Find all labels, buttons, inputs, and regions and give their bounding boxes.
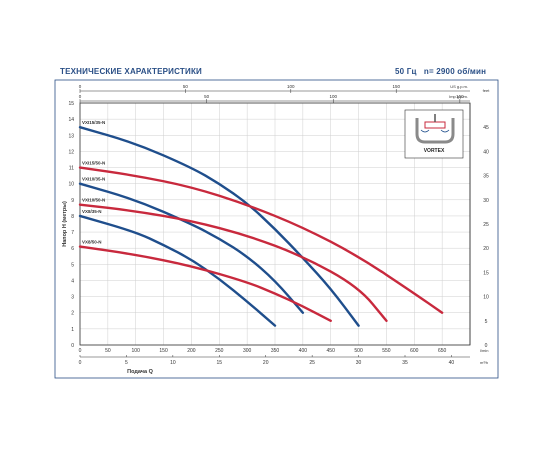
x-tick-label-m3h: 25 (309, 360, 315, 366)
x-tick-label-lmin: 50 (105, 348, 111, 354)
y-right-tick-label: 25 (483, 222, 489, 228)
series-label: VXI15/50-N (82, 161, 105, 166)
x-tick-label-lmin: 650 (438, 348, 447, 354)
x-tick-label-m3h: 5 (125, 360, 128, 366)
y-tick-label: 5 (71, 262, 74, 268)
x-unit-label-m3h: m³/h (480, 360, 488, 365)
x-axis-title: Подача Q (127, 369, 153, 375)
chart-title: ТЕХНИЧЕСКИЕ ХАРАКТЕРИСТИКИ (60, 67, 202, 76)
y-right-tick-label: 15 (483, 270, 489, 276)
y-right-tick-label: 40 (483, 149, 489, 155)
y-right-tick-label: 0 (485, 343, 488, 349)
y-axis-title: Напор H (метры) (62, 201, 68, 247)
y-tick-label: 13 (68, 133, 74, 139)
series-line (78, 245, 332, 322)
y-right-tick-label: 35 (483, 174, 489, 180)
x-tick-label-lmin: 350 (271, 348, 280, 354)
x-axis-usgpm-unit-label: US g.p.m. (450, 84, 468, 89)
flow-arrow-icon (420, 129, 450, 133)
vortex-impeller-icon (415, 118, 455, 144)
x-axis-impgpm-tick-label: 100 (329, 94, 337, 99)
x-tick-label-m3h: 10 (170, 360, 176, 366)
x-tick-label-lmin: 0 (79, 348, 82, 354)
y-tick-label: 8 (71, 214, 74, 220)
x-unit-label-lmin: l/min (480, 348, 488, 353)
y-right-tick-label: 45 (483, 125, 489, 131)
x-tick-label-lmin: 550 (382, 348, 391, 354)
y-tick-label: 4 (71, 278, 74, 284)
y-right-tick-label: 10 (483, 295, 489, 301)
y-tick-label: 1 (71, 327, 74, 333)
x-tick-label-m3h: 35 (402, 360, 408, 366)
y-right-tick-label: 20 (483, 246, 489, 252)
x-tick-label-m3h: 0 (79, 360, 82, 366)
x-tick-label-lmin: 300 (243, 348, 252, 354)
y-tick-label: 7 (71, 230, 74, 236)
x-tick-label-m3h: 20 (263, 360, 269, 366)
x-tick-label-lmin: 150 (159, 348, 168, 354)
y-tick-label: 15 (68, 101, 74, 107)
y-tick-label: 3 (71, 295, 74, 301)
series-label: VX8/50-N (82, 240, 102, 245)
y-tick-label: 10 (68, 182, 74, 188)
x-axis-usgpm-tick-label: 50 (183, 84, 189, 89)
series-label: VXI15/35-N (82, 120, 105, 125)
x-tick-label-m3h: 40 (449, 360, 455, 366)
x-axis-impgpm-unit-label: Imp g.p.m. (449, 94, 468, 99)
x-tick-label-lmin: 400 (299, 348, 308, 354)
x-tick-label-lmin: 100 (132, 348, 141, 354)
x-axis-impgpm-tick-label: 0 (79, 94, 82, 99)
x-tick-label-m3h: 15 (217, 360, 223, 366)
x-tick-label-lmin: 500 (354, 348, 363, 354)
series-line (78, 214, 277, 327)
x-tick-label-m3h: 30 (356, 360, 362, 366)
chart-frame (54, 79, 499, 379)
x-axis-usgpm-tick-label: 100 (287, 84, 295, 89)
series-line (78, 203, 388, 322)
frequency-label: 50 Гц (395, 67, 417, 76)
y-tick-label: 11 (69, 166, 74, 172)
x-axis-impgpm-tick-label: 50 (204, 94, 210, 99)
speed-label: n= 2900 об/мин (423, 67, 487, 76)
x-tick-label-lmin: 450 (327, 348, 336, 354)
x-axis-usgpm-tick-label: 0 (79, 84, 82, 89)
y-right-tick-label: 5 (485, 319, 488, 325)
series-line (78, 182, 305, 314)
y-tick-label: 6 (71, 246, 74, 252)
impeller-blade-icon (424, 121, 446, 129)
x-tick-label-lmin: 250 (215, 348, 224, 354)
series-line (78, 126, 360, 327)
x-axis-impgpm-tick-label: 150 (456, 94, 464, 99)
y-tick-label: 14 (68, 117, 74, 123)
y-tick-label: 12 (68, 149, 74, 155)
vortex-label: VORTEX (424, 148, 445, 154)
x-tick-label-lmin: 200 (187, 348, 196, 354)
series-label: VXI10/35-N (82, 177, 105, 182)
series-label: VX8/35-N (82, 209, 102, 214)
series-label: VXI10/50-N (82, 198, 105, 203)
y-tick-label: 2 (71, 311, 74, 317)
x-tick-label-lmin: 600 (410, 348, 419, 354)
y-right-unit-label: feet (483, 88, 491, 93)
x-axis-usgpm-tick-label: 150 (392, 84, 400, 89)
speed-spec: 50 Гц n= 2900 об/мин (395, 67, 486, 76)
series-line (78, 166, 444, 314)
y-tick-label: 0 (71, 343, 74, 349)
y-tick-label: 9 (71, 198, 74, 204)
y-right-tick-label: 30 (483, 198, 489, 204)
